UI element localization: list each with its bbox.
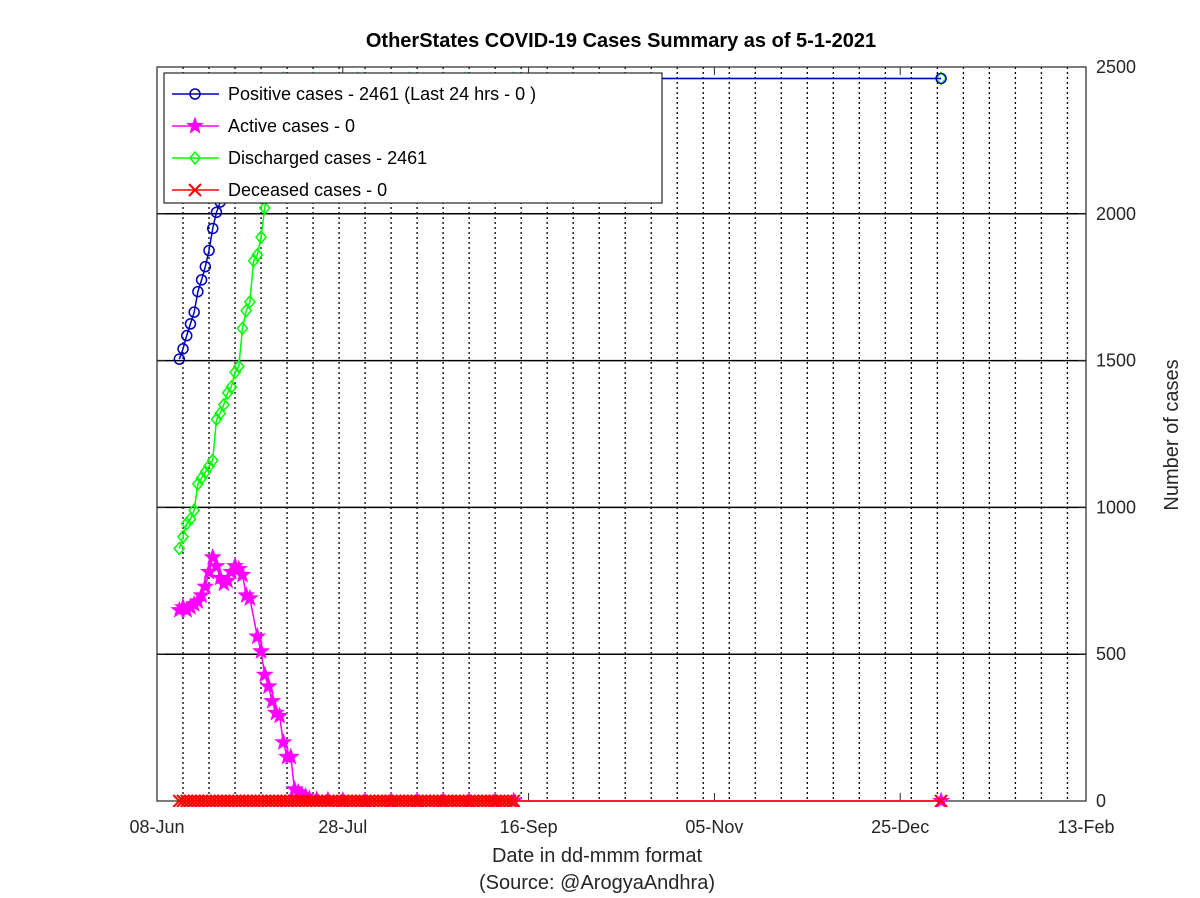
legend-marker [188, 183, 202, 197]
series-marker [233, 565, 252, 583]
series-marker [935, 71, 948, 86]
series-marker [252, 641, 271, 659]
series-marker [240, 303, 253, 318]
series-marker [935, 72, 947, 85]
series-marker [270, 706, 289, 724]
series-marker [206, 222, 219, 235]
series-marker [503, 794, 517, 807]
x-series [172, 794, 948, 807]
series-marker [203, 547, 222, 565]
source-label: (Source: @ArogyaAndhra) [479, 872, 715, 894]
series-marker [255, 230, 268, 245]
series-marker [203, 244, 215, 257]
x-tick-label: 13-Feb [1057, 817, 1114, 837]
series-marker [180, 329, 193, 342]
series-marker [247, 253, 260, 268]
series-marker [192, 586, 211, 604]
series-marker [507, 794, 521, 807]
series-marker [203, 459, 216, 474]
y-tick-label: 500 [1096, 644, 1126, 664]
series-marker [243, 294, 256, 310]
series-marker [199, 260, 212, 273]
y-axis-label: Number of cases [1161, 359, 1183, 510]
series-marker [184, 318, 197, 330]
legend-marker [186, 116, 204, 134]
legend-box [163, 72, 663, 204]
legend-marker [189, 150, 201, 166]
series-marker [199, 464, 212, 480]
series-marker [259, 677, 278, 695]
series-marker [210, 206, 223, 219]
series-marker [195, 470, 208, 486]
series-marker [255, 665, 274, 683]
series-marker [263, 691, 282, 709]
y-tick-label: 2000 [1096, 204, 1136, 224]
series-marker [258, 200, 271, 216]
legend-label: Deceased cases - 0 [228, 180, 387, 200]
legend-label: Discharged cases - 2461 [228, 148, 427, 168]
chart-title: OtherStates COVID-19 Cases Summary as of… [366, 30, 876, 52]
series-marker [217, 397, 230, 412]
series-marker [236, 321, 249, 336]
series-marker [188, 503, 201, 518]
y-tick-label: 1500 [1096, 351, 1136, 371]
y-tick-label: 2500 [1096, 57, 1136, 77]
x-tick-label: 28-Jul [318, 817, 367, 837]
series-marker [248, 627, 267, 645]
series-marker [221, 385, 234, 401]
series-marker [240, 588, 259, 607]
series-marker [196, 577, 215, 595]
series-marker [229, 365, 242, 380]
series-marker [177, 529, 189, 544]
series-marker [281, 747, 300, 765]
series-marker [214, 406, 227, 421]
legend-label: Active cases - 0 [228, 116, 355, 136]
series-marker [177, 343, 189, 355]
y-tick-label: 1000 [1096, 497, 1136, 517]
series-marker [191, 476, 204, 492]
series-marker [206, 453, 219, 468]
legend-marker [189, 88, 201, 100]
x-tick-label: 05-Nov [685, 817, 743, 837]
legend-label: Positive cases - 2461 (Last 24 hrs - 0 ) [228, 84, 536, 104]
legend: Positive cases - 2461 (Last 24 hrs - 0 )… [163, 72, 663, 204]
series-marker [180, 516, 193, 531]
x-tick-label: 08-Jun [129, 817, 184, 837]
series-marker [225, 379, 238, 395]
series-marker [173, 541, 186, 556]
series-marker [192, 285, 204, 298]
y-tick-label: 0 [1096, 791, 1106, 811]
series-marker [218, 571, 237, 589]
series-marker [232, 359, 245, 374]
series-marker [210, 412, 223, 427]
series-marker [188, 306, 200, 318]
series-marker [184, 511, 197, 527]
x-axis-label: Date in dd-mmm format [492, 845, 702, 867]
series-marker [207, 556, 226, 574]
series-marker [251, 247, 264, 263]
x-tick-label: 16-Sep [500, 817, 558, 837]
plot-area: 08-Jun 28-Jul 16-Sep 05-Nov 25-Dec 13-Feb 0 500… [129, 57, 1136, 837]
series-marker [274, 732, 293, 750]
series-marker [934, 794, 948, 807]
series-marker [195, 274, 208, 286]
x-tick-label: 25-Dec [871, 817, 929, 837]
series-marker [173, 353, 186, 365]
